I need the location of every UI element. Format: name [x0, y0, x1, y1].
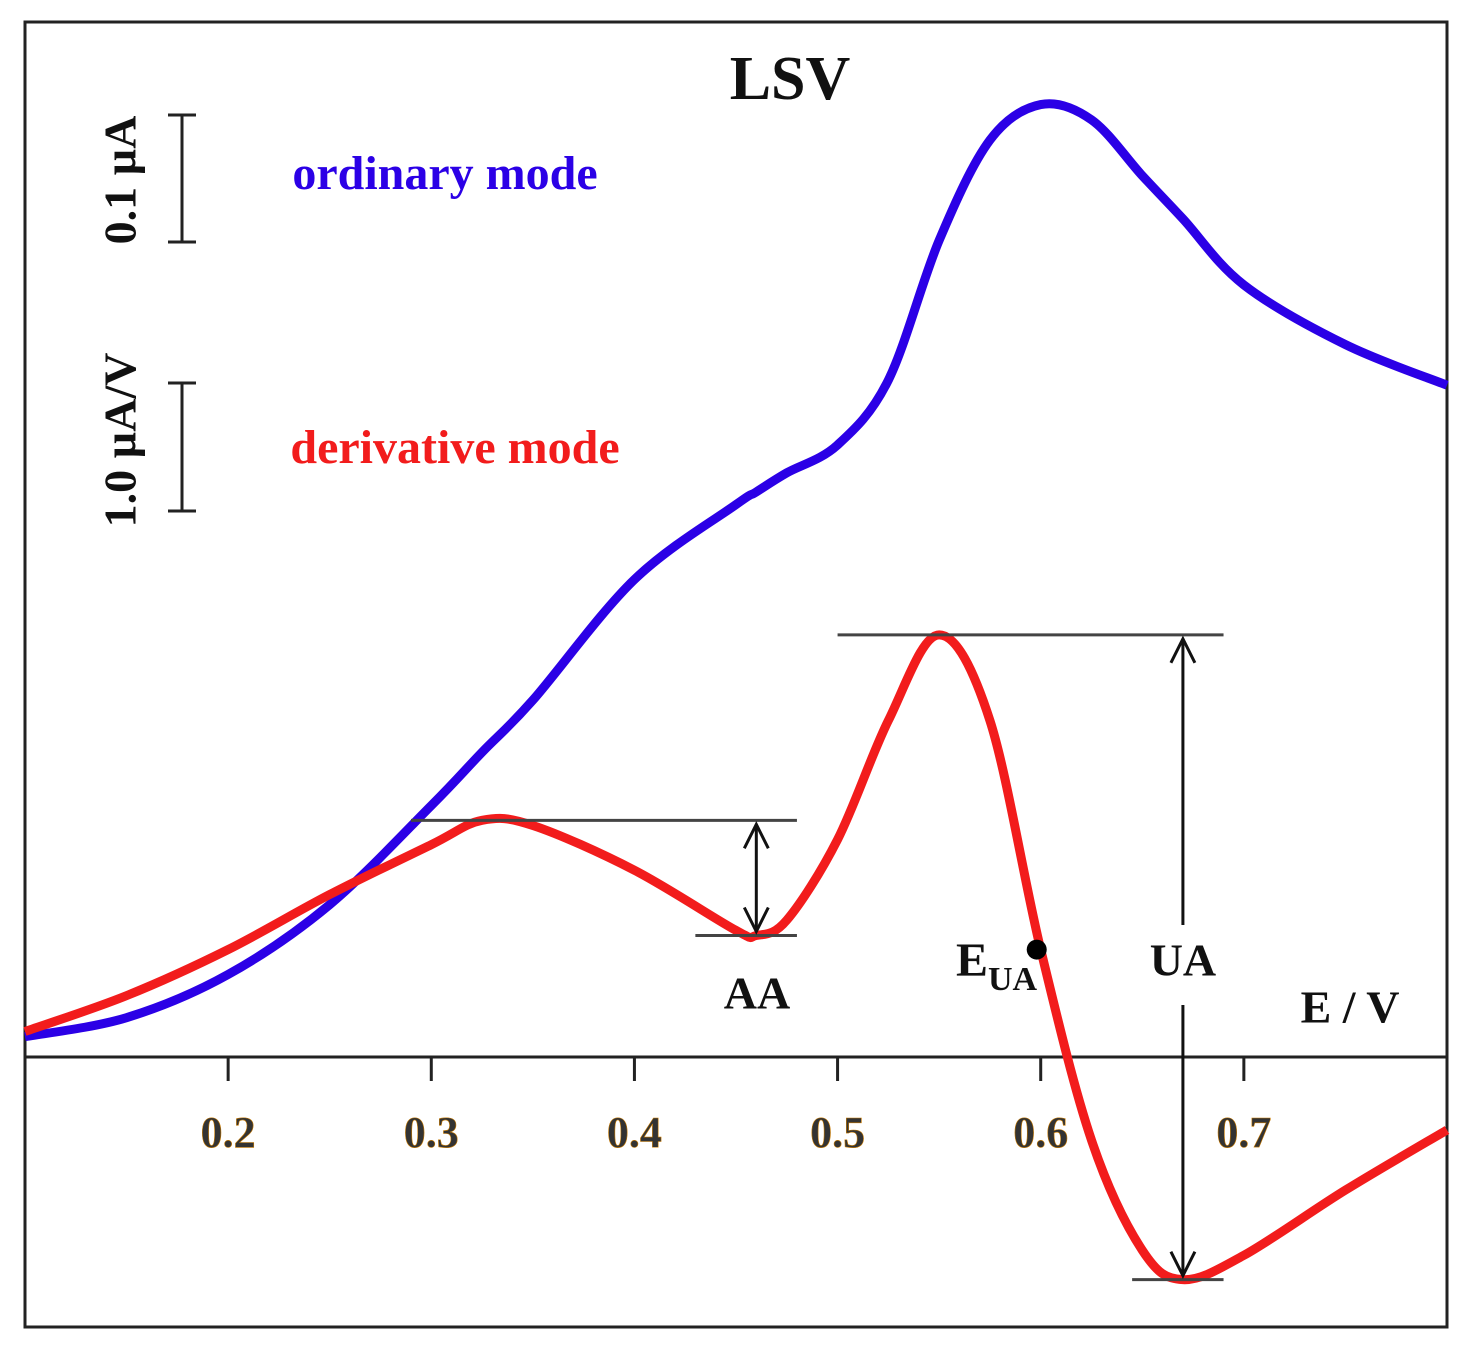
x-tick-label: 0.4 [607, 1108, 662, 1157]
x-tick-label: 0.5 [810, 1108, 865, 1157]
arrow-head [1169, 1250, 1197, 1280]
annotation: E [956, 934, 988, 987]
series-line [23, 630, 1450, 1285]
annotation: AA [724, 968, 790, 1019]
arrow-head [1169, 635, 1197, 664]
annotation: UA [988, 961, 1038, 998]
chart-title: LSV [730, 45, 851, 113]
x-tick-label: 0.6 [1013, 1108, 1068, 1157]
x-tick-label: 0.2 [201, 1108, 256, 1157]
point-marker [1026, 939, 1047, 960]
scale-bar-label: 1.0 µA/V [95, 353, 146, 528]
scale-bar-label: 0.1 µA [95, 116, 146, 245]
plot-frame [23, 20, 1449, 1329]
legend-entry: derivative mode [290, 421, 619, 474]
arrow-head [742, 906, 770, 935]
legend-entry: ordinary mode [292, 147, 597, 200]
series-line [24, 99, 1449, 1042]
x-tick-label: 0.3 [404, 1108, 459, 1157]
x-axis-label: E / V [1301, 982, 1400, 1033]
annotation: UA [1150, 935, 1216, 986]
x-tick-label: 0.7 [1216, 1108, 1271, 1157]
arrow-head [742, 820, 770, 850]
